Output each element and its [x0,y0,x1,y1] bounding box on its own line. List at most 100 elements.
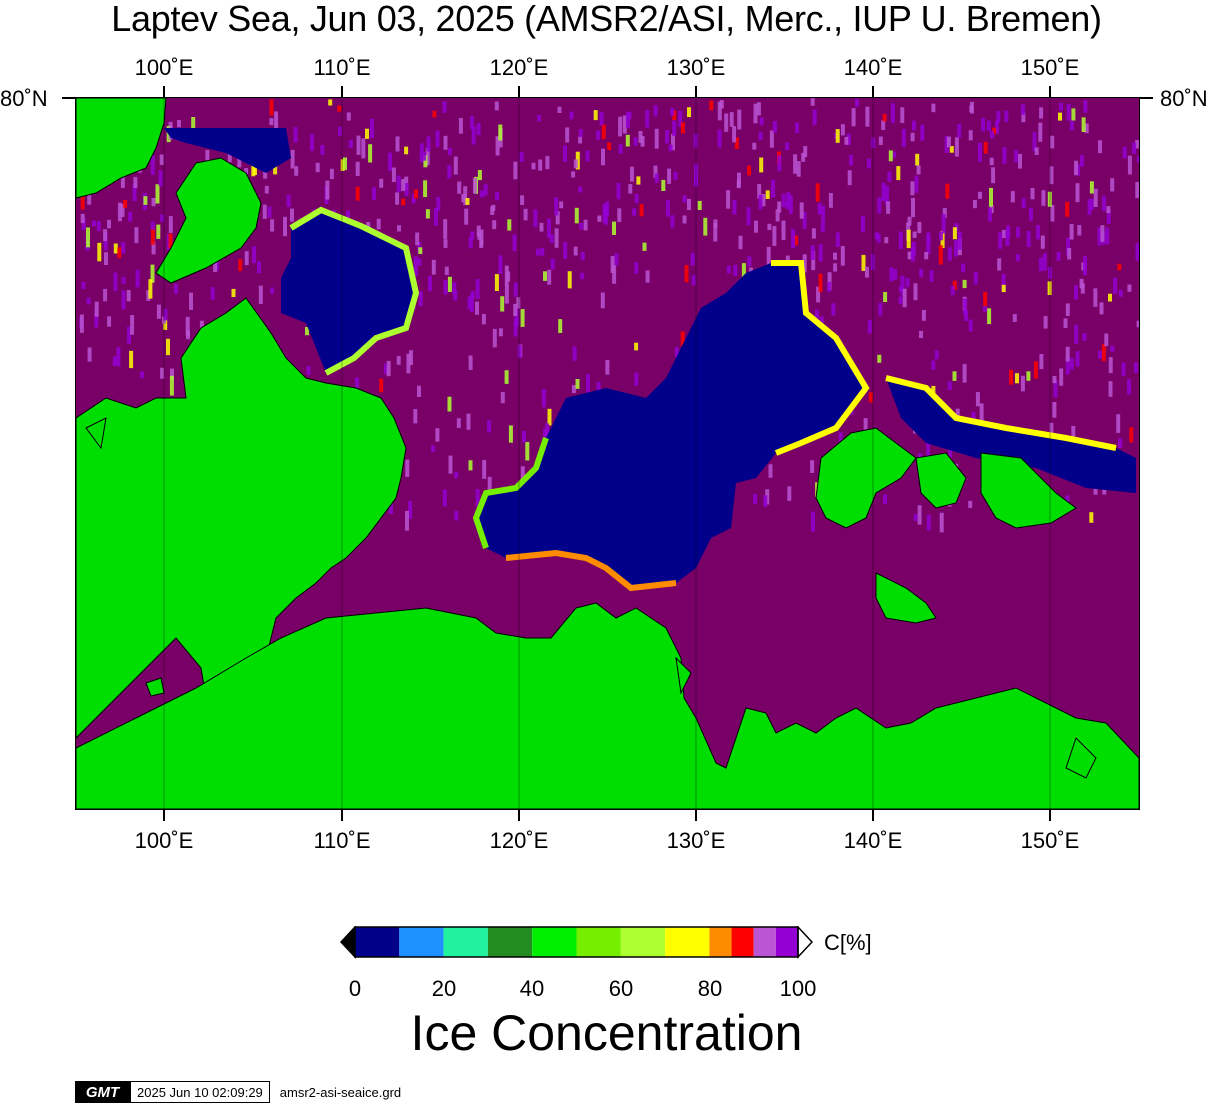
ice-speckle [1135,181,1139,199]
ice-speckle [1087,199,1092,215]
ice-speckle [159,154,164,165]
ice-speckle [426,136,431,152]
ice-speckle [821,205,826,223]
ice-speckle [990,131,994,139]
ice-speckle [483,184,488,196]
ice-speckle [1110,345,1115,352]
ice-speckle [763,495,768,507]
ice-speckle [819,316,824,327]
ice-speckle [997,258,1002,271]
lat-tick-right [1140,97,1153,99]
ice-speckle [920,124,925,141]
ice-speckle [847,170,852,186]
ice-speckle [492,220,497,230]
ice-speckle [264,185,269,194]
ice-speckle [456,418,461,428]
lon-tick-top [518,86,520,97]
ice-speckle [844,136,849,145]
ice-speckle [878,303,883,316]
ice-speckle [498,124,503,141]
ice-speckle [939,231,943,241]
ice-speckle [787,486,792,501]
ice-speckle [1004,110,1009,123]
ice-speckle [1039,354,1044,369]
ice-speckle [1097,350,1102,359]
ice-speckle [1065,201,1070,217]
ice-speckle [539,222,544,232]
ice-speckle [376,218,381,230]
ice-speckle [634,194,639,204]
ice-speckle [404,182,409,196]
ice-speckle [907,216,912,226]
ice-speckle [338,126,342,136]
ice-speckle [435,428,440,442]
ice-speckle [1106,209,1111,224]
ice-edges [289,206,1117,592]
ice-speckle [678,111,683,127]
ice-speckle [571,385,576,394]
ice-speckle [495,191,500,201]
ice-speckle [987,207,992,222]
ice-speckle [741,263,746,282]
ice-speckle [926,441,931,458]
ice-speckle [1065,495,1070,506]
ice-speckle [520,309,525,327]
ice-speckle [946,136,951,148]
ice-speckle [892,151,896,158]
ice-speckle [911,197,915,218]
ice-speckle [638,131,643,143]
ice-speckle [574,207,579,224]
ice-speckle [968,319,973,332]
ice-speckle [810,460,815,473]
ice-speckle [865,106,870,127]
ice-speckle [907,251,912,260]
open-water-areas [164,128,1136,588]
ice-speckle [991,167,996,184]
ice-speckle [846,133,851,146]
ice-speckle [554,197,559,216]
ice-speckle [388,152,393,172]
ice-speckle [283,216,287,237]
ice-speckle [466,413,471,430]
ice-speckle [274,111,279,130]
ice-speckle [512,234,517,252]
ice-speckle [888,150,893,162]
ice-speckle [475,489,480,507]
lon-label-bottom-120: 120˚E [489,828,549,853]
ice-speckle [517,345,522,358]
ice-speckle [547,269,552,285]
ice-speckle [632,208,637,216]
ice-speckle [1116,414,1121,433]
ice-speckle [614,253,619,266]
ice-speckle [423,180,428,198]
ice-speckle [547,408,552,426]
lon-label-bottom-140: 140˚E [843,828,903,853]
ice-speckle [878,136,883,145]
ice-speckle [983,141,988,154]
ice-speckle [736,179,741,188]
ice-speckle [668,144,673,152]
ice-speckle [121,276,126,284]
ice-speckle [898,231,903,250]
ice-speckle [361,138,366,159]
ice-speckle [828,193,833,208]
gmt-logo: GMT [75,1081,130,1103]
ice-speckle [1136,155,1139,163]
ice-speckle [520,466,525,484]
ice-speckle [1069,224,1074,240]
lon-label-top-150: 150˚E [1020,55,1080,80]
ice-speckle [191,117,196,130]
ice-speckle [433,207,438,226]
ice-speckle [939,512,944,533]
ice-speckle [1127,155,1132,175]
ice-speckle [1127,379,1132,395]
ice-speckle [575,379,580,389]
lon-tick-top [163,86,165,97]
ice-speckle [952,280,957,290]
ice-speckle [900,275,905,296]
ice-speckle [944,135,949,153]
ice-speckle [867,319,872,334]
ice-speckle [199,320,204,332]
ice-speckle [368,144,373,163]
ice-speckle [269,99,274,116]
